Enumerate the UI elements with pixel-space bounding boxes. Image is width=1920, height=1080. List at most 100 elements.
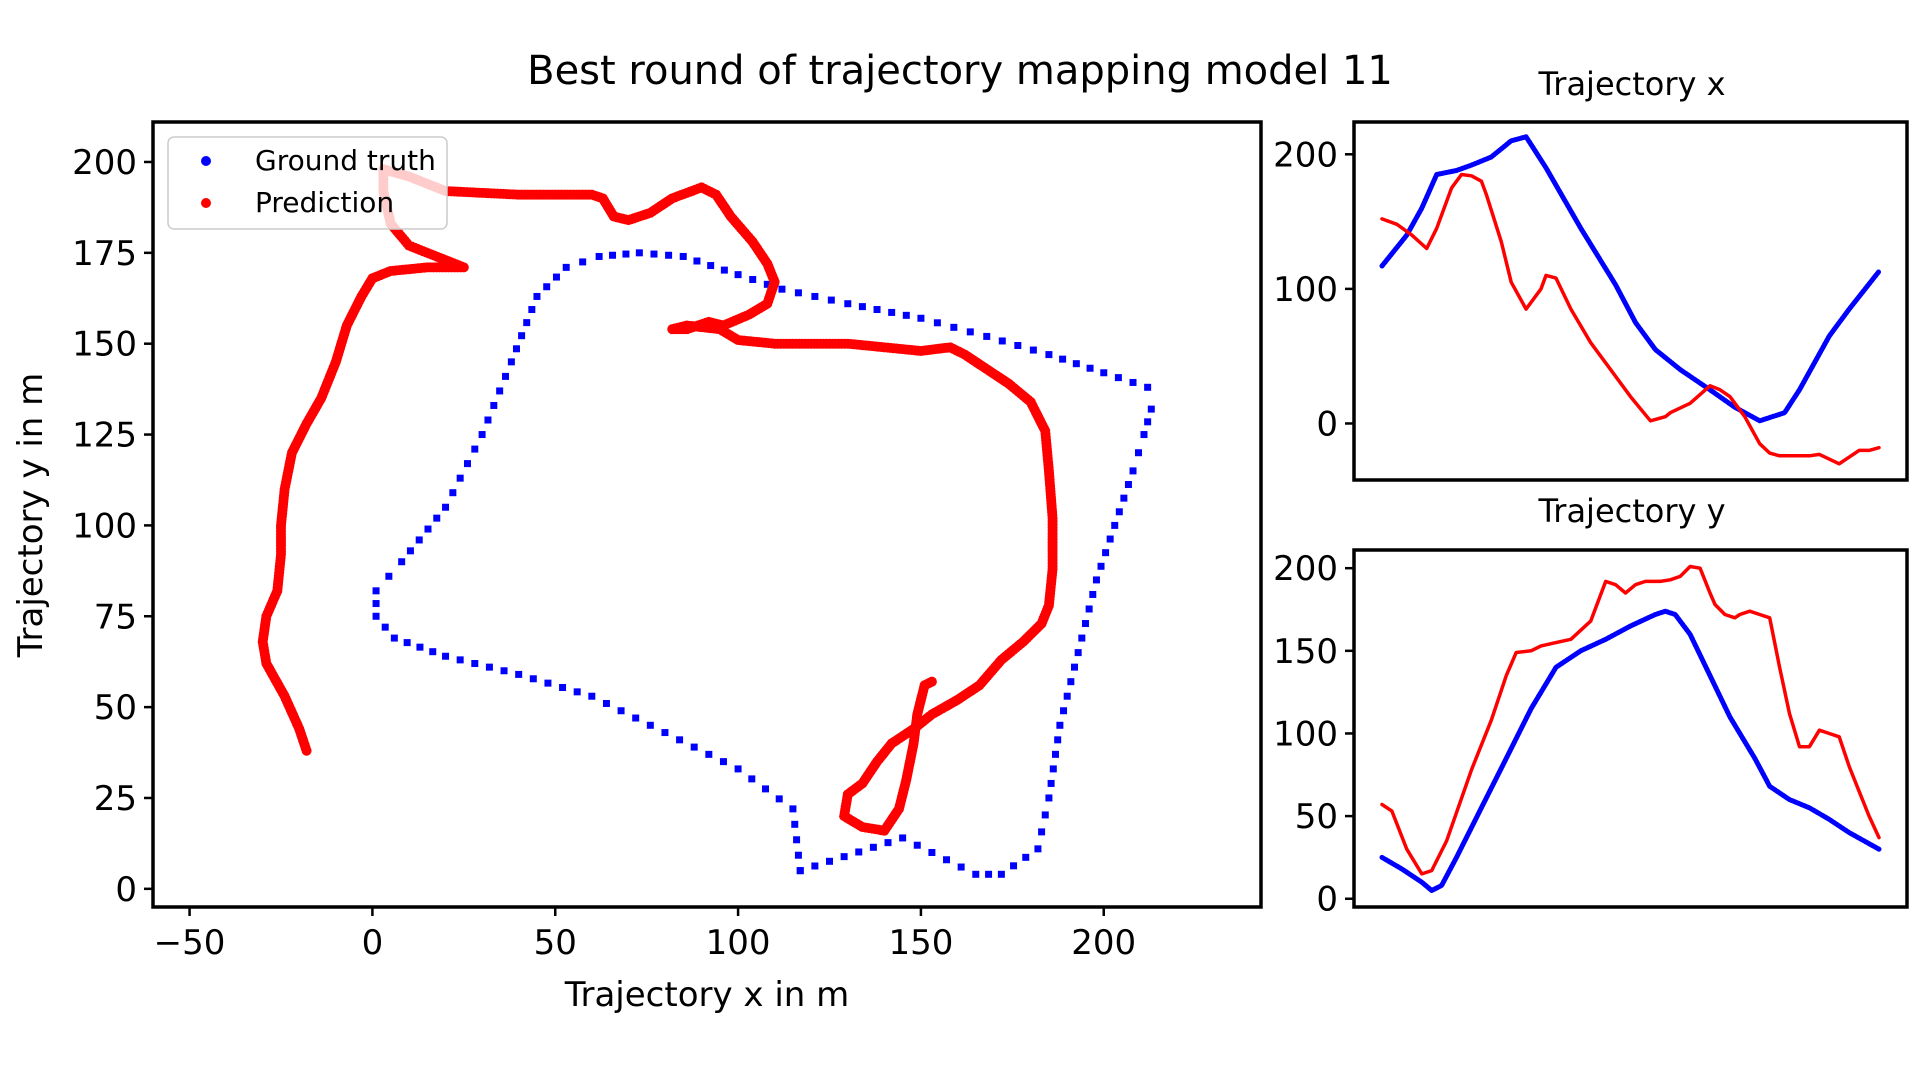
legend-box bbox=[167, 136, 448, 230]
ground-truth-point bbox=[385, 572, 393, 580]
trajectory-x-line-ground-truth bbox=[1379, 134, 1882, 424]
ground-truth-point bbox=[1047, 779, 1055, 787]
ground-truth-point bbox=[985, 870, 993, 878]
ground-truth-point bbox=[1086, 364, 1094, 372]
ground-truth-point bbox=[957, 863, 965, 871]
ground-truth-point bbox=[1022, 853, 1030, 861]
ground-truth-point bbox=[1045, 351, 1053, 359]
trajectory-y-y-tick-label: 150 bbox=[1273, 632, 1338, 672]
ground-truth-point bbox=[533, 292, 541, 300]
legend-label-prediction: Prediction bbox=[255, 186, 394, 219]
ground-truth-point bbox=[478, 431, 486, 439]
ground-truth-point bbox=[544, 679, 552, 687]
ground-truth-point bbox=[844, 300, 852, 308]
ground-truth-point bbox=[650, 250, 658, 258]
ground-truth-point bbox=[562, 263, 570, 271]
ground-truth-point bbox=[609, 251, 617, 259]
ground-truth-point bbox=[529, 675, 537, 683]
trajectory-y-y-tick-label: 50 bbox=[1295, 797, 1338, 837]
ground-truth-point bbox=[943, 856, 951, 864]
ground-truth-point bbox=[998, 337, 1006, 345]
ground-truth-point bbox=[403, 639, 411, 647]
ground-truth-point bbox=[1144, 383, 1152, 391]
trajectory-x-y-tick-label: 0 bbox=[1316, 404, 1338, 444]
ground-truth-point bbox=[983, 332, 991, 340]
trajectory-y-plot-area bbox=[1379, 564, 1882, 893]
trajectory-y-axes-frame bbox=[1352, 548, 1909, 909]
ground-truth-point bbox=[748, 775, 756, 783]
ground-truth-point bbox=[1097, 562, 1105, 570]
ground-truth-point bbox=[485, 663, 493, 671]
ground-truth-point bbox=[463, 460, 471, 468]
ground-truth-point bbox=[873, 306, 881, 314]
ground-truth-point bbox=[512, 345, 520, 353]
main-y-tick-label: 100 bbox=[72, 506, 137, 546]
ground-truth-point bbox=[1074, 649, 1082, 657]
ground-truth-point bbox=[1129, 378, 1137, 386]
ground-truth-point bbox=[429, 648, 437, 656]
ground-truth-point bbox=[763, 280, 771, 288]
ground-truth-point bbox=[778, 285, 786, 293]
main-y-tick-label: 25 bbox=[94, 779, 137, 819]
ground-truth-point bbox=[496, 387, 504, 395]
ground-truth-point bbox=[416, 643, 424, 651]
ground-truth-point bbox=[442, 503, 450, 511]
trajectory-x-y-tick-label: 200 bbox=[1273, 135, 1338, 175]
trajectory-y-title: Trajectory y bbox=[1537, 492, 1725, 530]
ground-truth-point bbox=[1129, 467, 1137, 475]
ground-truth-point bbox=[1100, 369, 1108, 377]
ground-truth-point bbox=[1106, 535, 1114, 543]
ground-truth-point bbox=[442, 652, 450, 660]
ground-truth-point bbox=[1063, 692, 1071, 700]
ground-truth-point bbox=[1038, 828, 1046, 836]
ground-truth-point bbox=[719, 758, 727, 766]
ground-truth-point bbox=[1051, 750, 1059, 758]
ground-truth-point bbox=[826, 857, 834, 865]
ground-truth-point bbox=[1029, 346, 1037, 354]
ground-truth-point bbox=[775, 795, 783, 803]
ground-truth-point bbox=[793, 836, 801, 844]
ground-truth-point bbox=[1140, 431, 1148, 439]
ground-truth-point bbox=[456, 656, 464, 664]
ground-truth-point bbox=[415, 536, 423, 544]
ground-truth-point bbox=[390, 634, 398, 642]
ground-truth-point bbox=[372, 600, 380, 608]
ground-truth-point bbox=[1144, 418, 1152, 426]
ground-truth-point bbox=[573, 688, 581, 696]
ground-truth-point bbox=[734, 765, 742, 773]
ground-truth-point bbox=[632, 714, 640, 722]
trajectory-y-panel: Trajectory y 0 50 100 150 200 bbox=[1273, 492, 1909, 920]
ground-truth-point bbox=[646, 721, 654, 729]
ground-truth-point bbox=[933, 319, 941, 327]
ground-truth-point bbox=[705, 750, 713, 758]
legend-label-ground-truth: Ground truth bbox=[255, 144, 436, 177]
ground-truth-point bbox=[1092, 576, 1100, 584]
legend: Ground truth Prediction bbox=[167, 136, 448, 230]
ground-truth-point bbox=[635, 249, 643, 257]
main-x-tick-label: 100 bbox=[706, 923, 771, 963]
trajectory-x-plot-area bbox=[1379, 134, 1882, 466]
ground-truth-point bbox=[515, 670, 523, 678]
main-y-tick-label: 200 bbox=[72, 143, 137, 183]
ground-truth-point bbox=[966, 328, 974, 336]
ground-truth-point bbox=[997, 870, 1005, 878]
prediction-point bbox=[926, 676, 937, 687]
trajectory-x-y-tick-label: 100 bbox=[1273, 270, 1338, 310]
ground-truth-point bbox=[502, 372, 510, 380]
ground-truth-point bbox=[913, 841, 921, 849]
trajectory-y-line-ground-truth bbox=[1379, 608, 1882, 893]
main-y-tick-label: 175 bbox=[72, 234, 137, 274]
main-y-tick-label: 0 bbox=[115, 870, 137, 910]
ground-truth-point bbox=[1147, 405, 1155, 413]
trajectory-x-panel: Trajectory x 0 100 200 bbox=[1273, 65, 1909, 482]
ground-truth-point bbox=[1034, 845, 1042, 853]
ground-truth-point bbox=[1045, 794, 1053, 802]
trajectory-y-y-tick-label: 200 bbox=[1273, 549, 1338, 589]
ground-truth-point bbox=[917, 314, 925, 322]
ground-truth-point bbox=[1049, 765, 1057, 773]
ground-truth-point bbox=[1089, 590, 1097, 598]
trajectory-y-y-tick-label: 0 bbox=[1316, 880, 1338, 920]
ground-truth-point bbox=[749, 275, 757, 283]
main-x-tick-label: 150 bbox=[888, 923, 953, 963]
